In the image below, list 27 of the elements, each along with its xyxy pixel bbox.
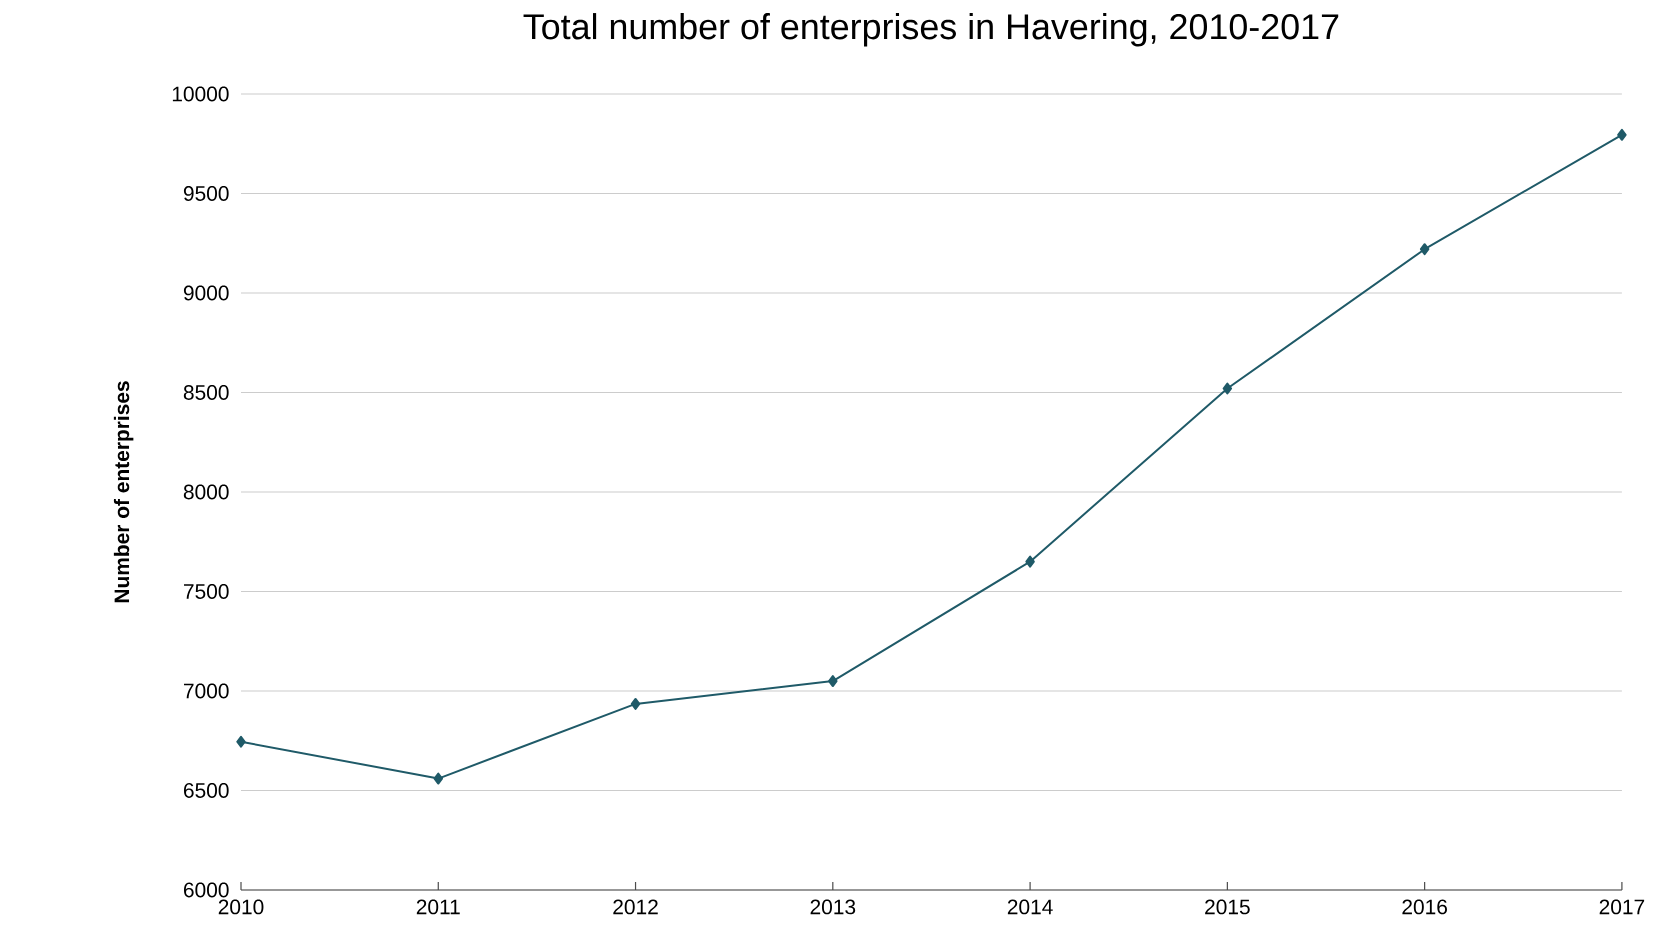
- y-tick-label: 7000: [184, 683, 229, 699]
- x-tick-label: 2011: [416, 899, 460, 915]
- y-tick-label: 9500: [183, 186, 229, 201]
- y-tick-label: 10000: [172, 86, 229, 102]
- y-tick-label: 7500: [184, 584, 229, 599]
- x-tick-label: 2015: [1205, 899, 1250, 915]
- point: [1222, 382, 1233, 395]
- y-tick-label: 8000: [183, 484, 229, 500]
- y-tick-label: 6000: [184, 882, 229, 898]
- point: [1419, 243, 1430, 256]
- x-tick-label: 2012: [613, 899, 658, 915]
- x-tick-label: 2010: [218, 899, 264, 915]
- x-tick-label: 2014: [1007, 899, 1053, 915]
- point: [1025, 555, 1035, 568]
- x-tick-label: 2013: [810, 899, 856, 915]
- point: [433, 772, 444, 785]
- y-tick-label: 8500: [183, 385, 229, 400]
- x-tick-label: 2016: [1402, 899, 1447, 915]
- y-axis-title: Number of enterprises: [113, 381, 134, 603]
- point: [630, 697, 641, 710]
- x-tick-label: 2017: [1599, 899, 1645, 915]
- y-tick-label: 9000: [183, 285, 229, 301]
- chart-title: Total number of enterprises in Havering, 2010-2017: [523, 13, 1339, 47]
- y-tick-label: 6500: [184, 783, 229, 798]
- point: [1617, 128, 1627, 141]
- point: [236, 735, 246, 748]
- point: [828, 675, 838, 688]
